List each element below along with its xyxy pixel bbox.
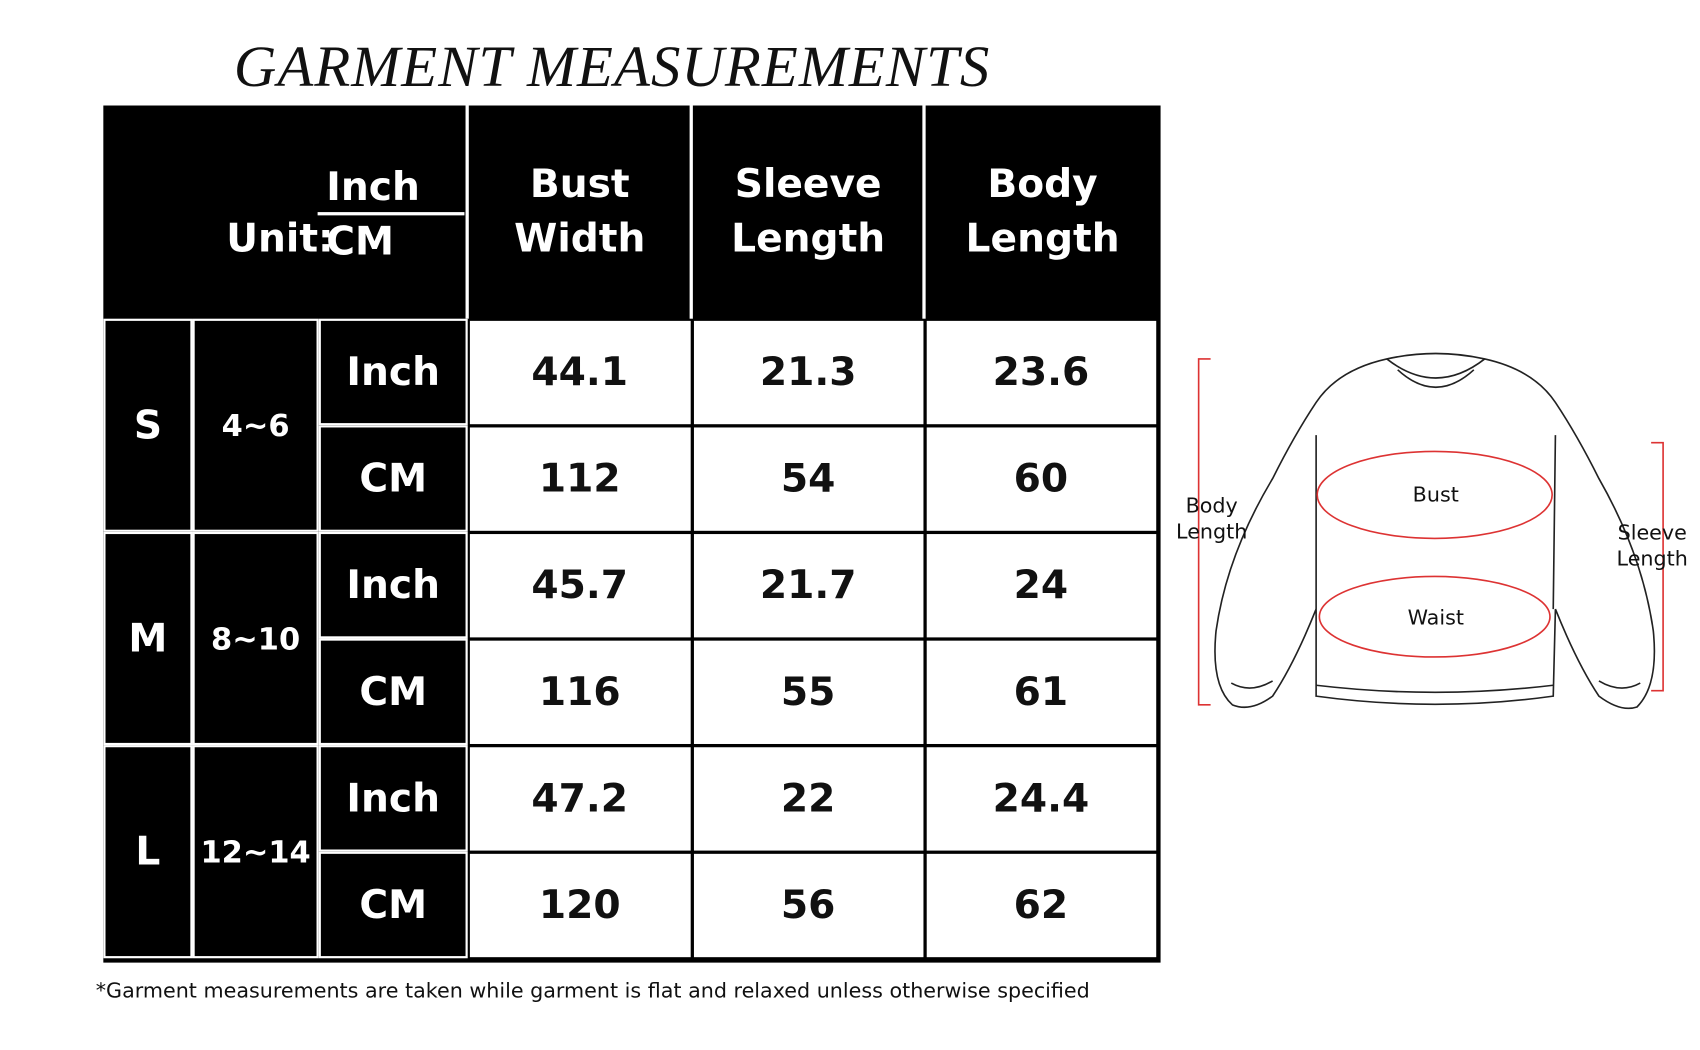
size-cell: M: [103, 531, 193, 746]
unit-cell: Inch: [318, 745, 468, 852]
value-cell: 54: [693, 426, 923, 531]
value-cell: 45.7: [469, 533, 691, 637]
header-separator: [689, 105, 693, 319]
bust-label: Bust: [1412, 482, 1459, 507]
value-cell: 44.1: [469, 320, 691, 424]
body-length-label: Body Length: [1176, 493, 1248, 544]
column-header: Bust Width: [514, 162, 646, 262]
value-cell: 47.2: [469, 746, 691, 851]
value-cell: 112: [469, 426, 691, 531]
range-cell: 12~14: [192, 745, 319, 959]
sleeve-length-label: Sleeve Length: [1616, 521, 1688, 572]
value-cell: 62: [926, 853, 1156, 957]
size-cell: S: [103, 318, 193, 532]
column-header: Body Length: [965, 162, 1120, 262]
value-cell: 21.3: [693, 320, 923, 424]
value-cell: 21.7: [693, 533, 923, 637]
waist-label: Waist: [1407, 605, 1464, 630]
unit-label: Unit:: [226, 216, 334, 262]
unit-cell: Inch: [318, 318, 468, 426]
unit-cell: CM: [318, 425, 468, 532]
value-cell: 24: [926, 533, 1156, 637]
size-table: Unit: Inch CM Bust Width Sleeve Length Bod…: [103, 105, 1161, 963]
unit-top: Inch: [326, 165, 420, 210]
value-cell: 55: [693, 640, 923, 744]
header-separator: [922, 105, 926, 319]
footnote: *Garment measurements are taken while ga…: [95, 978, 1090, 1003]
value-cell: 24.4: [926, 746, 1156, 851]
header-separator: [465, 105, 469, 319]
value-cell: 22: [693, 746, 923, 851]
size-cell: L: [103, 745, 193, 959]
unit-cell: CM: [318, 638, 468, 746]
value-cell: 120: [469, 853, 691, 957]
column-header: Sleeve Length: [731, 162, 886, 262]
unit-divider: [317, 212, 465, 216]
value-cell: 61: [926, 640, 1156, 744]
sweater-diagram: [1197, 352, 1664, 710]
range-cell: 8~10: [192, 531, 319, 746]
value-cell: 23.6: [926, 320, 1156, 424]
title: GARMENT MEASUREMENTS: [233, 33, 991, 99]
value-cell: 116: [469, 640, 691, 744]
value-cell: 56: [693, 853, 923, 957]
unit-cell: Inch: [318, 531, 468, 639]
unit-cell: CM: [318, 851, 468, 959]
range-cell: 4~6: [192, 318, 319, 532]
value-cell: 60: [926, 426, 1156, 531]
unit-bottom: CM: [326, 219, 395, 265]
